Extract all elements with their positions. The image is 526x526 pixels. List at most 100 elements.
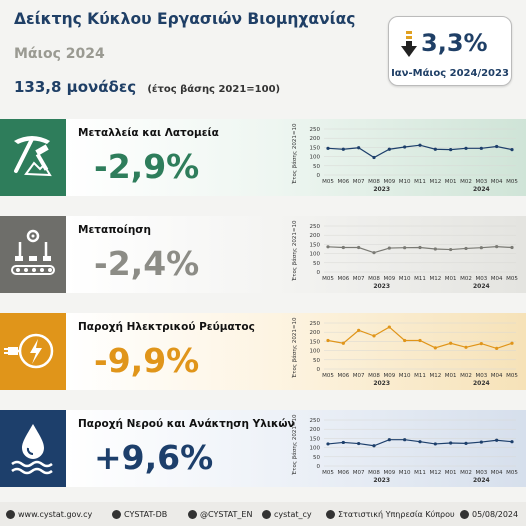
y-tick-label: 50 (313, 455, 320, 461)
data-point (495, 245, 499, 249)
footer-website-label: www.cystat.gov.cy (18, 510, 93, 519)
y-tick-label: 150 (310, 145, 321, 151)
mining-card (66, 119, 526, 196)
footer: www.cystat.gov.cy CYSTAT-DB @CYSTAT_EN c… (0, 502, 526, 526)
data-point (341, 341, 345, 345)
footer-db[interactable]: CYSTAT-DB (112, 510, 167, 519)
data-point (418, 440, 422, 444)
manufacturing-icon-box (0, 216, 66, 293)
y-tick-label: 50 (313, 164, 320, 170)
y-tick-label: 50 (313, 261, 320, 267)
x-tick-label: M12 (429, 470, 441, 476)
x-tick-label: M05 (506, 373, 518, 379)
x-tick-label: M04 (491, 373, 503, 379)
data-point (418, 338, 422, 343)
x-tick-label: M01 (445, 276, 457, 282)
data-point (464, 246, 468, 251)
y-tick-label: 150 (310, 436, 321, 442)
year-label: 2024 (473, 477, 490, 484)
section-change-manufacturing: -2,4% (94, 244, 200, 283)
footer-instagram[interactable]: cystat_cy (262, 510, 312, 519)
summary-period: Ιαν-Μάιος 2024/2023 (391, 68, 509, 79)
data-point (510, 341, 514, 345)
x-tick-label: M11 (414, 373, 426, 379)
x-tick-label: M05 (322, 179, 334, 185)
x-tick-label: M02 (460, 373, 472, 379)
data-point (464, 441, 468, 445)
y-axis-label: Έτος βάσης 2021=100 (291, 317, 298, 379)
factory-icon (11, 229, 55, 275)
data-point (341, 245, 345, 250)
data-point (357, 245, 361, 250)
section-name-mining: Μεταλλεία και Λατομεία (78, 127, 219, 139)
footer-db-label: CYSTAT-DB (124, 510, 168, 519)
data-point (372, 334, 376, 338)
year-label: 2023 (373, 380, 390, 387)
x-tick-label: M09 (383, 470, 395, 476)
x-tick-label: M07 (353, 276, 365, 282)
x-tick-label: M08 (368, 179, 380, 185)
electricity-icon-box (0, 313, 66, 390)
x-tick-label: M09 (383, 276, 395, 282)
data-point (372, 155, 376, 160)
x-tick-label: M01 (445, 373, 457, 379)
index-line: 133,8 μονάδες (έτος βάσης 2021=100) (14, 78, 280, 96)
x-tick-label: M05 (506, 470, 518, 476)
x-tick-label: M03 (475, 470, 487, 476)
y-axis-label: Έτος βάσης 2021=100 (291, 414, 298, 476)
data-point (479, 440, 483, 444)
x-tick-label: M09 (383, 179, 395, 185)
y-tick-label: 100 (310, 349, 321, 355)
footer-facebook[interactable]: Στατιστική Υπηρεσία Κύπρου (326, 510, 455, 519)
x-tick-label: M08 (368, 276, 380, 282)
index-value: 133,8 μονάδες (14, 78, 137, 96)
footer-twitter[interactable]: @CYSTAT_EN (188, 510, 252, 519)
x-tick-label: M10 (399, 276, 411, 282)
data-point (479, 246, 483, 250)
year-label: 2023 (373, 283, 390, 290)
x-tick-label: M05 (506, 179, 518, 185)
x-tick-label: M10 (399, 373, 411, 379)
series-line (327, 144, 513, 159)
y-tick-label: 200 (310, 233, 321, 239)
electricity-card (66, 313, 526, 390)
data-point (357, 328, 361, 332)
data-point (479, 146, 483, 150)
data-point (372, 444, 376, 448)
footer-website[interactable]: www.cystat.gov.cy (6, 510, 92, 519)
y-tick-label: 200 (310, 427, 321, 433)
x-tick-label: M11 (414, 470, 426, 476)
footer-instagram-label: cystat_cy (274, 510, 312, 519)
data-point (495, 438, 499, 442)
section-name-manufacturing: Μεταποίηση (78, 224, 151, 236)
x-tick-label: M03 (475, 373, 487, 379)
year-label: 2024 (473, 283, 490, 290)
data-point (387, 147, 391, 151)
panel-water: Παροχή Νερού και Ανάκτηση Υλικών +9,6% Έ… (0, 410, 526, 487)
pickaxe-icon (14, 136, 52, 177)
x-tick-label: M07 (353, 470, 365, 476)
y-tick-label: 250 (310, 224, 321, 230)
data-point (510, 245, 514, 250)
y-tick-label: 0 (317, 464, 321, 470)
x-tick-label: M05 (322, 373, 334, 379)
data-point (357, 441, 361, 446)
data-point (326, 146, 330, 150)
data-point (510, 148, 514, 152)
data-point (449, 341, 453, 345)
data-point (341, 440, 345, 445)
water-card (66, 410, 526, 487)
x-tick-label: M10 (399, 470, 411, 476)
x-tick-label: M01 (445, 179, 457, 185)
x-tick-label: M10 (399, 179, 411, 185)
footer-facebook-label: Στατιστική Υπηρεσία Κύπρου (338, 510, 455, 519)
data-point (449, 247, 453, 252)
water-drop-icon (11, 424, 53, 475)
x-tick-label: M04 (491, 276, 503, 282)
x-tick-label: M03 (475, 179, 487, 185)
x-tick-label: M09 (383, 373, 395, 379)
data-point (433, 147, 437, 151)
twitter-icon (188, 510, 197, 519)
